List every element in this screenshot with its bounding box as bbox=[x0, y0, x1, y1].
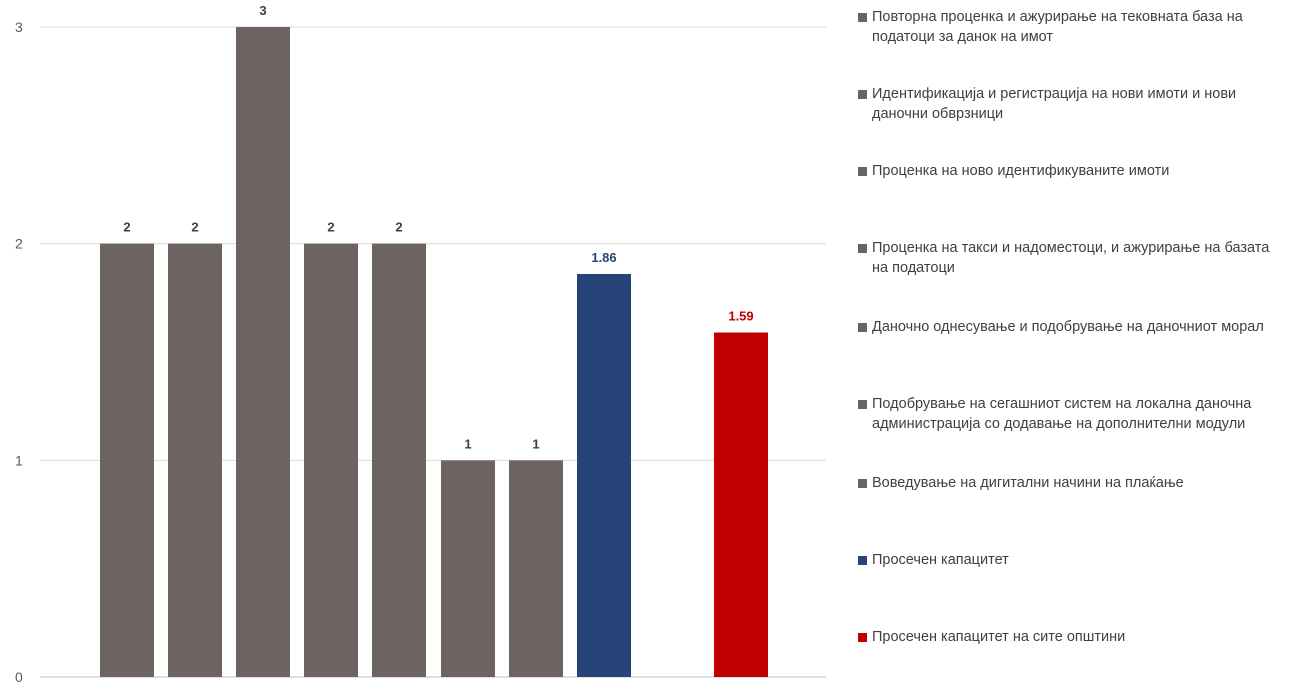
y-tick-label: 3 bbox=[15, 19, 23, 35]
legend-swatch bbox=[858, 479, 867, 488]
data-labels: 2 2 3 2 2 1 1 1.86 1.59 bbox=[123, 3, 753, 451]
legend-swatch bbox=[858, 633, 867, 642]
data-label-1: 2 bbox=[123, 220, 130, 235]
y-tick-label: 2 bbox=[15, 236, 23, 252]
y-tick-label: 1 bbox=[15, 452, 23, 468]
legend-label: Подобрување на сегашниот систем на локал… bbox=[872, 396, 1252, 432]
legend-swatch bbox=[858, 90, 867, 99]
legend-item: Проценка на такси и надоместоци, и ажури… bbox=[858, 238, 1288, 278]
bar-4 bbox=[304, 243, 358, 677]
legend-item: Проценка на ново идентификуваните имоти bbox=[858, 161, 1288, 181]
bars bbox=[100, 27, 768, 677]
bar-5 bbox=[372, 243, 426, 677]
bar-6 bbox=[441, 460, 495, 677]
bar-9 bbox=[714, 332, 768, 677]
data-label-6: 1 bbox=[464, 436, 471, 451]
data-label-9: 1.59 bbox=[728, 309, 753, 324]
legend-swatch bbox=[858, 556, 867, 565]
data-label-5: 2 bbox=[395, 220, 402, 235]
legend-label: Идентификација и регистрација на нови им… bbox=[872, 86, 1237, 122]
data-label-4: 2 bbox=[327, 220, 334, 235]
legend-label: Просечен капацитет на сите општини bbox=[872, 629, 1126, 645]
bar-3 bbox=[236, 27, 290, 677]
data-label-3: 3 bbox=[259, 3, 266, 18]
legend-swatch bbox=[858, 244, 867, 253]
legend-item: Воведување на дигитални начини на плаќањ… bbox=[858, 473, 1288, 493]
y-axis-ticks: 0 1 2 3 bbox=[15, 19, 23, 685]
legend-swatch bbox=[858, 323, 867, 332]
data-label-2: 2 bbox=[191, 220, 198, 235]
legend-label: Проценка на такси и надоместоци, и ажури… bbox=[872, 240, 1270, 276]
legend-item: Повторна проценка и ажурирање на тековна… bbox=[858, 7, 1288, 47]
y-tick-label: 0 bbox=[15, 669, 23, 685]
gridlines bbox=[40, 26, 826, 678]
legend-swatch bbox=[858, 167, 867, 176]
legend: Повторна проценка и ажурирање на тековна… bbox=[858, 0, 1294, 692]
legend-item: Просечен капацитет bbox=[858, 550, 1288, 570]
legend-item: Идентификација и регистрација на нови им… bbox=[858, 84, 1288, 124]
bar-chart: 0 1 2 3 2 2 3 2 2 1 1 1.86 1.59 bbox=[15, 3, 826, 685]
legend-item: Подобрување на сегашниот систем на локал… bbox=[858, 394, 1288, 434]
legend-label: Даночно однесување и подобрување на дано… bbox=[872, 319, 1264, 335]
bar-7 bbox=[509, 460, 563, 677]
legend-label: Воведување на дигитални начини на плаќањ… bbox=[872, 475, 1184, 491]
bar-2 bbox=[168, 243, 222, 677]
data-label-7: 1 bbox=[532, 436, 539, 451]
legend-item: Просечен капацитет на сите општини bbox=[858, 627, 1288, 647]
legend-label: Проценка на ново идентификуваните имоти bbox=[872, 163, 1170, 179]
legend-swatch bbox=[858, 400, 867, 409]
legend-label: Повторна проценка и ажурирање на тековна… bbox=[872, 9, 1243, 45]
data-label-8: 1.86 bbox=[591, 250, 616, 265]
bar-8 bbox=[577, 274, 631, 677]
legend-item: Даночно однесување и подобрување на дано… bbox=[858, 317, 1288, 337]
legend-label: Просечен капацитет bbox=[872, 552, 1009, 568]
legend-swatch bbox=[858, 13, 867, 22]
bar-1 bbox=[100, 243, 154, 677]
